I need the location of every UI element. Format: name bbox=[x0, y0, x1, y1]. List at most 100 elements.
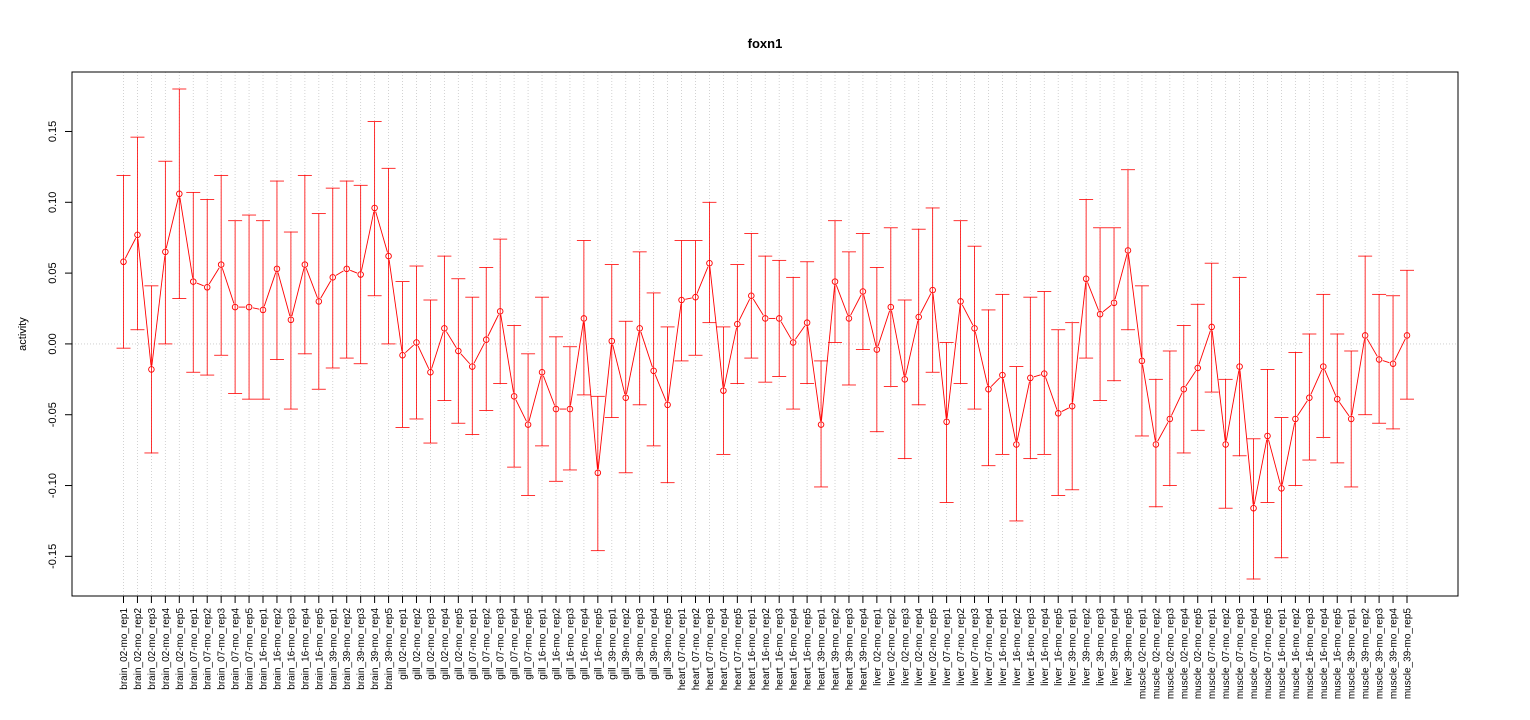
series-segment bbox=[990, 377, 1001, 387]
x-tick-label: brain_07-mo_rep5 bbox=[245, 608, 256, 690]
x-tick-label: liver_39-mo_rep1 bbox=[1068, 608, 1079, 686]
x-tick-label: gill_16-mo_rep5 bbox=[593, 608, 604, 680]
series-segment bbox=[431, 331, 444, 369]
x-tick-label: muscle_16-mo_rep2 bbox=[1291, 608, 1302, 700]
data-point bbox=[203, 284, 211, 291]
data-point bbox=[357, 271, 364, 278]
data-point bbox=[664, 401, 671, 409]
x-tick-label: muscle_02-mo_rep5 bbox=[1193, 608, 1204, 700]
series-segment bbox=[612, 344, 626, 395]
x-tick-label: brain_16-mo_rep3 bbox=[286, 608, 297, 690]
x-tick-label: brain_07-mo_rep4 bbox=[231, 608, 242, 690]
x-tick-label: liver_39-mo_rep4 bbox=[1110, 608, 1121, 686]
x-tick-label: liver_16-mo_rep4 bbox=[1040, 608, 1051, 686]
series-segment bbox=[1239, 370, 1254, 505]
series-segment bbox=[1114, 253, 1128, 300]
x-tick-label: gill_16-mo_rep1 bbox=[538, 608, 549, 680]
series-segment bbox=[709, 266, 724, 387]
x-tick-label: liver_07-mo_rep4 bbox=[984, 608, 995, 686]
data-point bbox=[469, 363, 476, 370]
data-point bbox=[748, 292, 755, 300]
x-tick-label: gill_39-mo_rep5 bbox=[663, 608, 674, 680]
data-point bbox=[399, 351, 406, 359]
data-point bbox=[1320, 363, 1327, 370]
data-point bbox=[1389, 360, 1397, 367]
x-tick-label: muscle_07-mo_rep1 bbox=[1207, 608, 1218, 700]
x-tick-label: muscle_02-mo_rep4 bbox=[1179, 608, 1190, 700]
data-point bbox=[692, 293, 699, 301]
x-tick-label: heart_16-mo_rep1 bbox=[747, 608, 758, 691]
x-tick-label: muscle_07-mo_rep5 bbox=[1263, 608, 1274, 700]
series-segment bbox=[820, 285, 836, 421]
x-tick-label: heart_16-mo_rep4 bbox=[789, 608, 800, 691]
x-tick-label: muscle_02-mo_rep2 bbox=[1151, 608, 1162, 700]
data-point bbox=[148, 366, 155, 373]
x-tick-label: muscle_39-mo_rep4 bbox=[1389, 608, 1400, 700]
series-segment bbox=[723, 327, 738, 388]
data-point bbox=[985, 385, 992, 393]
series-segment bbox=[263, 272, 277, 307]
data-point bbox=[1138, 357, 1146, 365]
data-point bbox=[650, 367, 657, 375]
x-tick-label: gill_07-mo_rep4 bbox=[510, 608, 521, 680]
series-segment bbox=[905, 320, 919, 376]
data-point bbox=[803, 319, 811, 326]
data-point bbox=[120, 258, 127, 266]
series-segment bbox=[583, 322, 598, 470]
series-segment bbox=[515, 399, 527, 422]
data-point bbox=[1041, 370, 1048, 377]
series-segment bbox=[1310, 369, 1323, 395]
data-point bbox=[1166, 415, 1174, 423]
series-segment bbox=[597, 344, 612, 470]
series-segment bbox=[920, 293, 932, 314]
x-tick-label: liver_07-mo_rep3 bbox=[970, 608, 981, 686]
data-points bbox=[120, 190, 1411, 512]
x-tick-label: gill_02-mo_rep5 bbox=[454, 608, 465, 680]
y-tick-label: -0.05 bbox=[47, 402, 59, 427]
data-point bbox=[859, 288, 867, 295]
series-segment bbox=[738, 298, 751, 321]
series-segment bbox=[1016, 381, 1030, 441]
data-point bbox=[608, 337, 616, 345]
series-segment bbox=[1211, 330, 1226, 441]
data-point bbox=[1222, 441, 1229, 448]
data-point bbox=[566, 405, 574, 413]
series-segment bbox=[405, 344, 414, 354]
data-point bbox=[720, 387, 727, 394]
series-segment bbox=[252, 307, 260, 310]
x-tick-label: gill_07-mo_rep3 bbox=[496, 608, 507, 680]
series-segment bbox=[807, 326, 821, 421]
data-point bbox=[1054, 410, 1062, 417]
x-tick-label: liver_07-mo_rep1 bbox=[942, 608, 953, 686]
x-tick-label: heart_16-mo_rep2 bbox=[761, 608, 772, 691]
x-tick-label: gill_16-mo_rep4 bbox=[579, 608, 590, 680]
data-point bbox=[1152, 441, 1160, 448]
series-segment bbox=[124, 238, 137, 259]
data-point bbox=[915, 313, 922, 321]
series-segment bbox=[974, 331, 989, 386]
series-segment bbox=[1171, 392, 1183, 416]
series-segment bbox=[932, 293, 947, 419]
y-tick-label: 0.15 bbox=[47, 121, 59, 142]
series-segment bbox=[794, 325, 806, 340]
data-point bbox=[887, 303, 895, 311]
x-tick-label: muscle_39-mo_rep5 bbox=[1403, 608, 1414, 700]
data-point bbox=[315, 298, 323, 305]
x-tick-label: brain_07-mo_rep2 bbox=[203, 608, 214, 690]
data-point bbox=[371, 204, 378, 212]
x-tick-label: liver_02-mo_rep1 bbox=[872, 608, 883, 686]
series-segment bbox=[961, 304, 974, 326]
series-segment bbox=[1268, 439, 1281, 485]
data-point bbox=[901, 376, 909, 383]
series-segment bbox=[850, 294, 862, 316]
series-segment bbox=[654, 374, 667, 402]
x-tick-label: brain_16-mo_rep5 bbox=[314, 608, 325, 690]
data-point bbox=[287, 316, 295, 324]
series-segment bbox=[1002, 378, 1017, 441]
data-point bbox=[427, 368, 434, 376]
series-segment bbox=[165, 197, 179, 249]
x-tick-label: muscle_07-mo_rep4 bbox=[1249, 608, 1260, 700]
x-tick-label: gill_07-mo_rep2 bbox=[482, 608, 493, 680]
